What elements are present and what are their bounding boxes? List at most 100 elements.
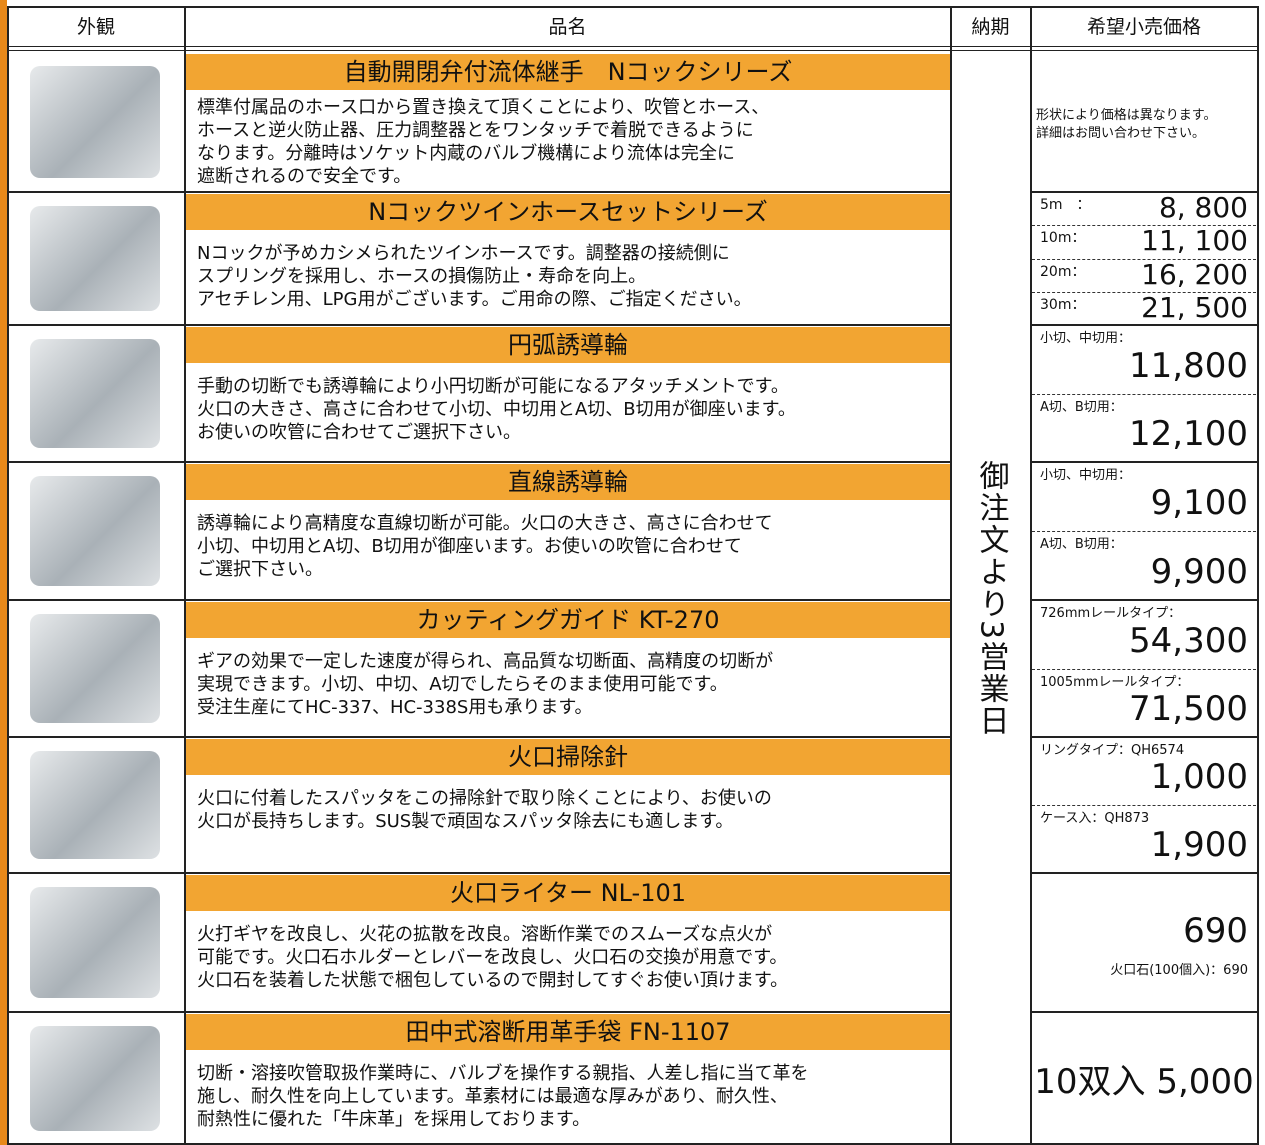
description-line: お使いの吹管に合わせてご選択下さい。: [197, 422, 521, 443]
product-image: [30, 1026, 160, 1131]
column-line: [1030, 6, 1032, 1145]
description-line: なります。分離時はソケット内蔵のバルブ機構により流体は完全に: [197, 143, 735, 164]
description-line: 手動の切断でも誘導輪により小円切断が可能になるアタッチメントです。: [197, 376, 789, 397]
row-line: [7, 872, 951, 874]
price-separator: [1032, 291, 1256, 293]
price-row-line: [1030, 191, 1258, 193]
price-label: 726mmレールタイプ：: [1040, 606, 1182, 621]
description-line: 誘導輪により高精度な直線切断が可能。火口の大きさ、高さに合わせて: [197, 513, 773, 534]
price-value: 690: [1183, 911, 1248, 951]
bottom-border: [7, 1143, 1259, 1145]
price-value: 9,100: [1150, 483, 1248, 523]
description-line: 施し、耐久性を向上しています。革素材には最適な厚みがあり、耐久性、: [197, 1086, 788, 1107]
header-cell: 品名: [548, 16, 587, 38]
price-value: 11,800: [1129, 345, 1248, 386]
price-label: リングタイプ：QH6574: [1040, 743, 1185, 758]
product-description: 火打ギヤを改良し、火花の拡散を改良。溶断作業でのスムーズな点火が 可能です。火口石…: [197, 923, 947, 992]
product-image: [30, 887, 160, 998]
price-row-line: [1030, 872, 1258, 874]
description-line: 火打ギヤを改良し、火花の拡散を改良。溶断作業でのスムーズな点火が: [197, 924, 773, 945]
header-rule: [7, 50, 1259, 51]
price-value: 71,500: [1129, 689, 1248, 729]
price-separator: [1032, 393, 1256, 395]
row-line: [7, 461, 951, 463]
price-separator: [1032, 668, 1256, 670]
product-title: Nコックツインホースセットシリーズ: [186, 194, 950, 230]
description-line: 火口に付着したスパッタをこの掃除針で取り除くことにより、お使いの: [197, 788, 772, 809]
column-line: [184, 6, 186, 1145]
price-value: 12,100: [1129, 414, 1248, 454]
description-line: 火口石を装着した状態で梱包しているので開封してすぐお使い頂けます。: [197, 970, 789, 991]
price-separator: [1032, 258, 1256, 260]
product-description: 標準付属品のホース口から置き換えて頂くことにより、吹管とホース、 ホースと逆火防止…: [197, 96, 947, 188]
side-stripe: [0, 0, 7, 1145]
top-border: [7, 6, 1259, 8]
price-row-line: [1030, 461, 1258, 463]
price-separator: [1032, 531, 1256, 532]
description-line: ホースと逆火防止器、圧力調整器とをワンタッチで着脱できるように: [197, 120, 754, 141]
description-line: ご選択下さい。: [197, 559, 323, 580]
price-label: 20m：: [1040, 263, 1086, 280]
product-image: [30, 751, 160, 859]
product-title: カッティングガイド KT-270: [186, 602, 950, 638]
product-image: [30, 206, 160, 311]
product-title: 田中式溶断用革手袋 FN-1107: [186, 1014, 950, 1050]
product-title: 直線誘導輪: [186, 464, 950, 500]
description-line: 耐熱性に優れた「牛床革」を採用しております。: [197, 1109, 591, 1130]
price-row-line: [1030, 324, 1258, 326]
product-description: Nコックが予めカシメられたツインホースです。調整器の接続側に スプリングを採用し、…: [197, 242, 947, 311]
price-label: ケース入：QH873: [1040, 811, 1150, 826]
description-line: 火口が長持ちします。SUS製で頑固なスパッタ除去にも適します。: [197, 811, 734, 832]
column-line: [7, 6, 9, 1145]
price-label: 小切、中切用：: [1040, 468, 1132, 483]
price-note: 形状により価格は異なります。: [1036, 108, 1217, 123]
price-row-line: [1030, 1011, 1258, 1013]
description-line: 実現できます。小切、中切、A切でしたらそのまま使用可能です。: [197, 674, 728, 695]
product-title: 火口ライター NL-101: [186, 875, 950, 911]
price-value: 10双入 5,000: [1034, 1062, 1254, 1102]
description-line: アセチレン用、LPG用がございます。ご用命の際、ご指定ください。: [197, 289, 752, 310]
price-note: 火口石(100個入)：690: [1110, 963, 1248, 978]
price-value: 1,900: [1150, 825, 1248, 865]
description-line: Nコックが予めカシメられたツインホースです。調整器の接続側に: [197, 243, 730, 264]
price-value: 11, 100: [1141, 224, 1248, 258]
price-value: 8, 800: [1158, 191, 1248, 224]
row-line: [7, 324, 951, 326]
column-line: [1257, 6, 1259, 1145]
header-cell: 納期: [971, 16, 1010, 38]
product-title: 火口掃除針: [186, 739, 950, 775]
column-line: [950, 6, 952, 1145]
price-value: 16, 200: [1141, 257, 1248, 291]
product-description: 誘導輪により高精度な直線切断が可能。火口の大きさ、高さに合わせて 小切、中切用とA…: [197, 512, 947, 581]
header-cell: 希望小売価格: [1086, 16, 1201, 38]
price-label: A切、B切用：: [1040, 537, 1123, 552]
row-line: [7, 1011, 951, 1013]
product-image: [30, 339, 160, 448]
price-value: 54,300: [1129, 620, 1248, 661]
delivery: 御注文より3営業日: [973, 459, 1009, 738]
product-description: 手動の切断でも誘導輪により小円切断が可能になるアタッチメントです。 火口の大きさ、…: [197, 375, 947, 444]
product-image: [30, 66, 160, 178]
product-description: ギアの効果で一定した速度が得られ、高品質な切断面、高精度の切断が 実現できます。小…: [197, 650, 947, 719]
description-line: 小切、中切用とA切、B切用が御座います。お使いの吹管に合わせて: [197, 536, 742, 557]
row-line: [7, 191, 951, 193]
product-title: 自動開閉弁付流体継手 Nコックシリーズ: [186, 54, 950, 90]
price-value: 1,000: [1150, 757, 1248, 797]
product-description: 切断・溶接吹管取扱作業時に、バルブを操作する親指、人差し指に当て革を 施し、耐久性…: [197, 1062, 947, 1131]
description-line: 受注生産にてHC-337、HC-338S用も承ります。: [197, 697, 593, 718]
price-label: A切、B切用：: [1040, 399, 1123, 415]
price-value: 9,900: [1150, 552, 1248, 592]
price-label: 30m：: [1040, 296, 1086, 313]
product-title: 円弧誘導輪: [186, 327, 950, 363]
description-line: 遮断されるので安全です。: [197, 166, 412, 187]
price-label: 10m：: [1040, 230, 1086, 247]
price-label: 小切、中切用：: [1040, 331, 1132, 346]
row-line: [7, 599, 951, 601]
price-label: 5m ：: [1040, 197, 1091, 213]
product-description: 火口に付着したスパッタをこの掃除針で取り除くことにより、お使いの 火口が長持ちしま…: [197, 787, 947, 833]
price-row-line: [1030, 599, 1258, 601]
description-line: スプリングを採用し、ホースの損傷防止・寿命を向上。: [197, 266, 647, 287]
description-line: 標準付属品のホース口から置き換えて頂くことにより、吹管とホース、: [197, 97, 770, 118]
price-separator: [1032, 805, 1256, 806]
